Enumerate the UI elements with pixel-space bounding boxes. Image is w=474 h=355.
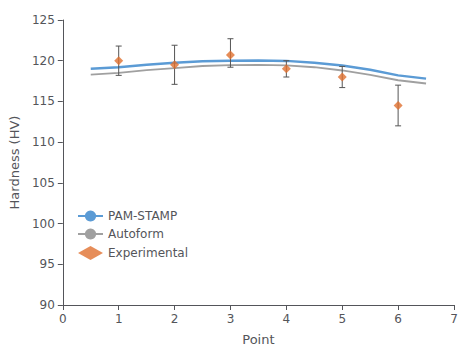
svg-text:1: 1 (115, 312, 123, 326)
svg-text:6: 6 (394, 312, 402, 326)
svg-text:125: 125 (32, 13, 55, 27)
svg-text:Hardness (HV): Hardness (HV) (7, 116, 22, 210)
svg-text:7: 7 (450, 312, 458, 326)
svg-text:3: 3 (227, 312, 235, 326)
svg-text:120: 120 (32, 54, 55, 68)
svg-text:2: 2 (171, 312, 179, 326)
svg-text:90: 90 (40, 298, 55, 312)
svg-text:95: 95 (40, 257, 55, 271)
svg-text:5: 5 (338, 312, 346, 326)
svg-text:Experimental: Experimental (108, 246, 188, 260)
svg-text:Autoform: Autoform (108, 227, 164, 241)
svg-text:110: 110 (32, 135, 55, 149)
svg-text:Point: Point (242, 332, 274, 347)
svg-text:0: 0 (59, 312, 67, 326)
svg-text:100: 100 (32, 217, 55, 231)
svg-text:4: 4 (283, 312, 291, 326)
svg-text:105: 105 (32, 176, 55, 190)
svg-text:115: 115 (32, 94, 55, 108)
svg-text:PAM-STAMP: PAM-STAMP (108, 209, 177, 223)
